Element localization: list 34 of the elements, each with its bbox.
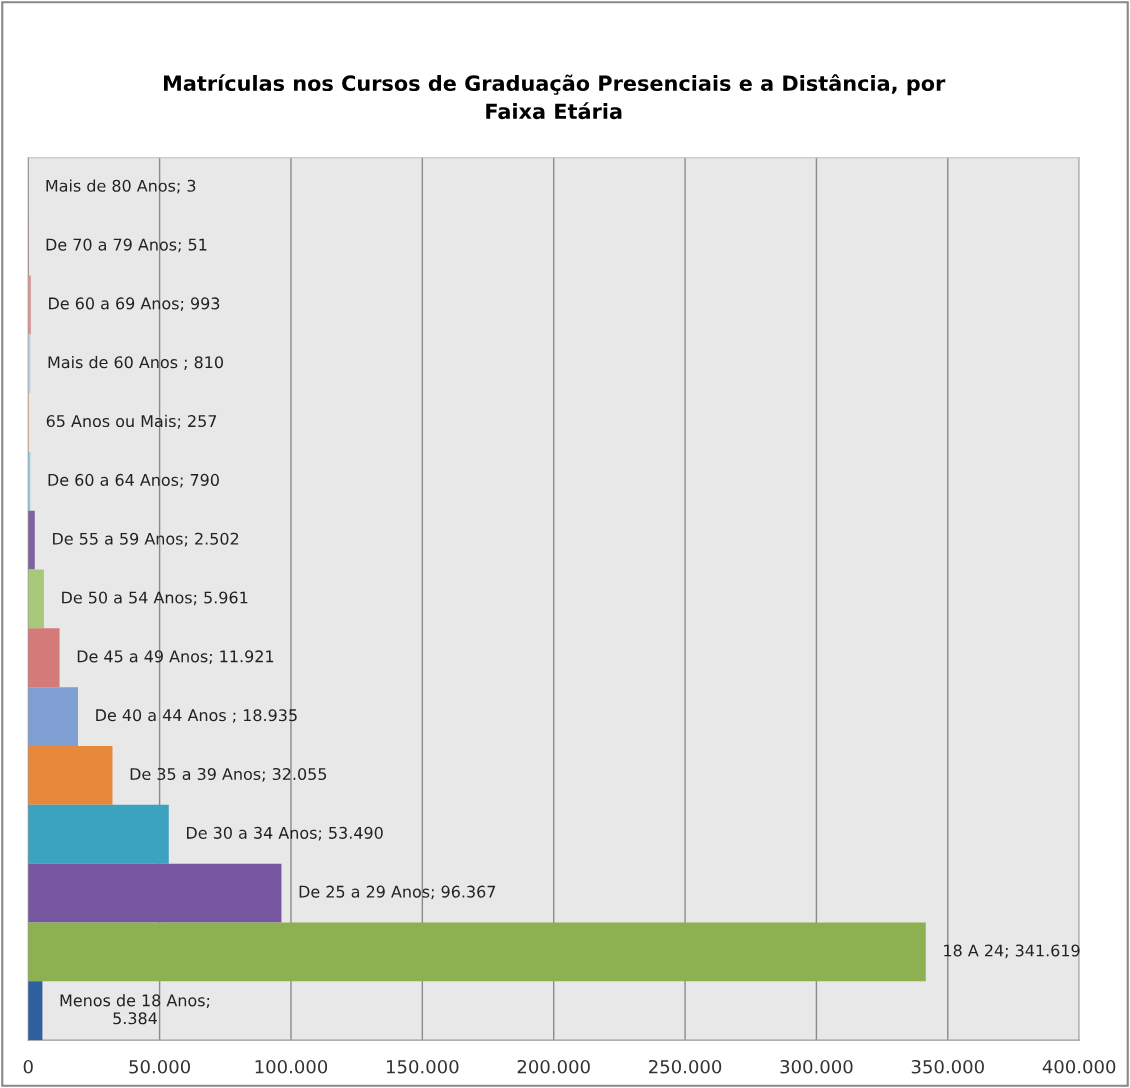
data-label: De 50 a 54 Anos; 5.961 [62, 591, 248, 606]
x-tick-label: 0 [23, 1059, 33, 1074]
data-label: De 60 a 69 Anos; 993 [49, 297, 220, 312]
data-label: De 45 a 49 Anos; 11.921 [77, 650, 274, 665]
data-label: De 55 a 59 Anos; 2.502 [53, 532, 239, 547]
data-label: De 25 a 29 Anos; 96.367 [299, 885, 496, 900]
x-tick-label: 400.000 [1042, 1059, 1116, 1074]
chart-title: Matrículas nos Cursos de Graduação Presenciais e a Distância, por Faixa Etária [164, 74, 946, 120]
bar [28, 510, 35, 570]
bar [28, 981, 43, 1041]
x-tick-label: 50.000 [129, 1059, 190, 1074]
x-tick-label: 100.000 [255, 1059, 328, 1074]
bar [28, 804, 169, 864]
x-tick-label: 150.000 [386, 1059, 459, 1074]
data-label: De 40 a 44 Anos ; 18.935 [96, 709, 297, 723]
bar [28, 863, 282, 923]
x-tick-label: 350.000 [911, 1059, 984, 1074]
data-label: De 35 a 39 Anos; 32.055 [130, 767, 327, 782]
data-label: Mais de 80 Anos; 3 [46, 179, 196, 194]
bar [28, 922, 926, 982]
x-tick-label: 250.000 [649, 1059, 722, 1074]
bar [28, 687, 78, 747]
data-label: De 70 a 79 Anos; 51 [46, 238, 207, 253]
data-label: De 60 a 64 Anos; 790 [48, 473, 219, 488]
data-label: Menos de 18 Anos; 5.384 [60, 994, 210, 1025]
data-label: 65 Anos ou Mais; 257 [46, 414, 217, 429]
x-tick-label: 300.000 [780, 1059, 853, 1074]
bar [28, 628, 60, 688]
data-label: 18 A 24; 341.619 [944, 944, 1080, 959]
bar [28, 569, 44, 629]
data-label: Mais de 60 Anos ; 810 [48, 355, 223, 370]
data-label: De 30 a 34 Anos; 53.490 [187, 826, 383, 841]
bar [28, 746, 113, 805]
x-tick-label: 200.000 [517, 1059, 590, 1074]
